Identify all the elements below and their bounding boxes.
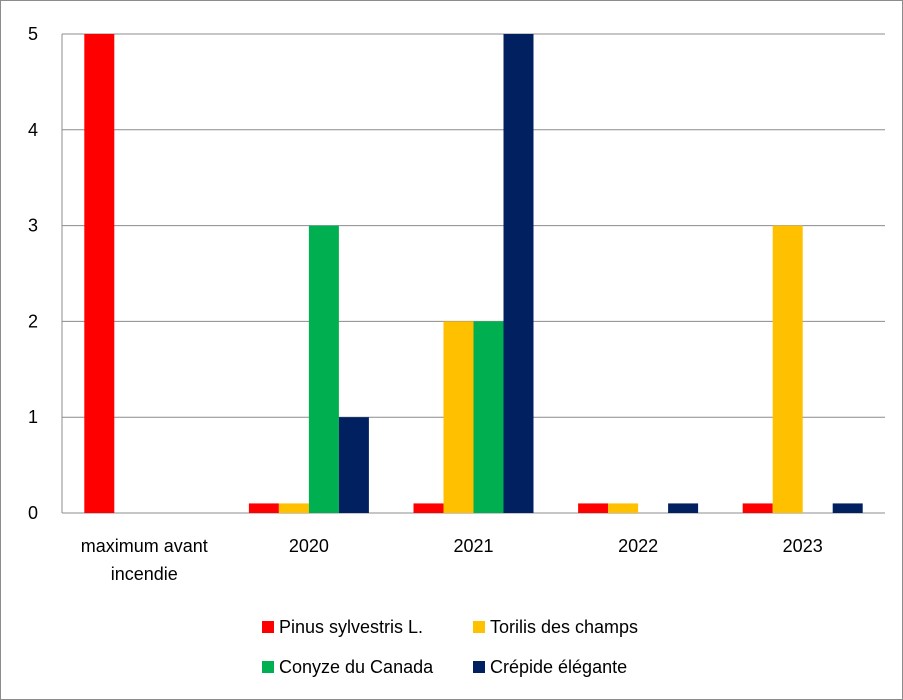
bar [578,503,609,513]
x-tick-label: 2022 [618,536,658,556]
x-tick-label: 2021 [453,536,493,556]
bar [608,503,639,513]
bar [413,503,444,513]
bar [443,321,474,513]
legend-swatch [473,621,485,633]
y-tick-label: 4 [28,120,38,140]
legend-label: Torilis des champs [490,617,638,637]
bar [248,503,279,513]
legend-swatch [262,621,274,633]
bar [338,417,369,513]
bar [473,321,504,513]
bar [742,503,773,513]
bar [503,34,534,513]
y-tick-label: 2 [28,311,38,331]
y-tick-label: 3 [28,216,38,236]
x-tick-label: 2020 [289,536,329,556]
bar [308,225,339,513]
bar [84,34,115,513]
y-tick-label: 5 [28,24,38,44]
legend-swatch [262,661,274,673]
legend-label: Conyze du Canada [279,657,434,677]
x-tick-label: maximum avant [81,536,208,556]
x-tick-label: incendie [111,564,178,584]
legend-swatch [473,661,485,673]
bar [668,503,699,513]
y-tick-label: 0 [28,503,38,523]
y-tick-label: 1 [28,407,38,427]
bar [832,503,863,513]
legend-label: Crépide élégante [490,657,627,677]
x-tick-label: 2023 [783,536,823,556]
bar [278,503,309,513]
bar [772,225,803,513]
legend-label: Pinus sylvestris L. [279,617,423,637]
